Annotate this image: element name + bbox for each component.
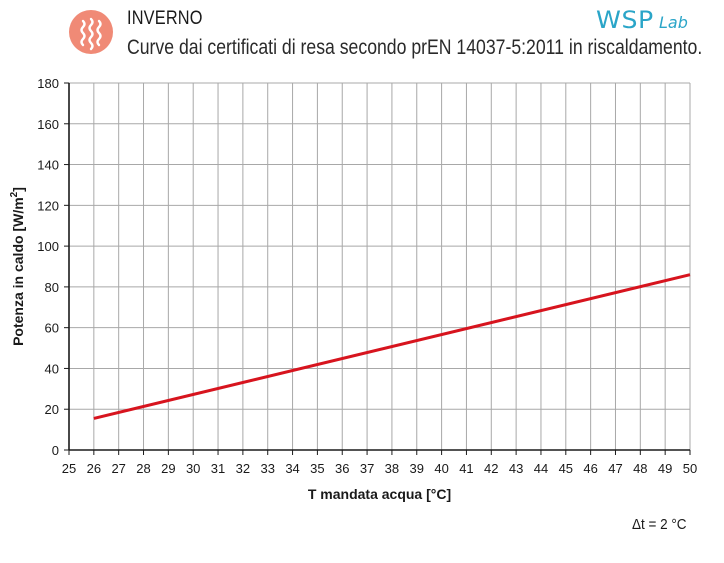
- x-tick-label: 50: [683, 461, 697, 476]
- y-tick-label: 140: [37, 158, 59, 173]
- x-tick-label: 40: [434, 461, 448, 476]
- brand-main: WSP: [596, 6, 654, 34]
- grid: [69, 82, 691, 450]
- x-tick-label: 44: [534, 461, 548, 476]
- x-tick-label: 36: [335, 461, 349, 476]
- y-tick-label: 40: [45, 361, 59, 376]
- x-tick-label: 38: [385, 461, 399, 476]
- x-tick-label: 25: [62, 461, 76, 476]
- x-tick-label: 33: [260, 461, 274, 476]
- x-tick-label: 48: [633, 461, 647, 476]
- x-tick-label: 39: [410, 461, 424, 476]
- y-tick-label: 160: [37, 117, 59, 132]
- x-tick-label: 45: [559, 461, 573, 476]
- series-line-0: [93, 273, 691, 420]
- x-tick-label: 42: [484, 461, 498, 476]
- x-tick-label: 28: [136, 461, 150, 476]
- x-tick-label: 41: [459, 461, 473, 476]
- x-tick-label: 30: [186, 461, 200, 476]
- x-tick-label: 47: [608, 461, 622, 476]
- x-tick-label: 49: [658, 461, 672, 476]
- x-tick-label: 26: [87, 461, 101, 476]
- season-title: INVERNO: [127, 8, 203, 29]
- season-badge: [69, 10, 113, 54]
- brand-logo: WSP Lab: [596, 6, 688, 34]
- x-tick-label: 37: [360, 461, 374, 476]
- y-tick-label: 100: [37, 239, 59, 254]
- brand-sub: Lab: [659, 13, 688, 32]
- y-axis-label: Potenza in caldo [W/m2]: [9, 187, 26, 346]
- x-tick-label: 43: [509, 461, 523, 476]
- x-tick-label: 34: [285, 461, 299, 476]
- y-tick-label: 120: [37, 198, 59, 213]
- x-tick-label: 27: [111, 461, 125, 476]
- x-tick-label: 46: [583, 461, 597, 476]
- x-tick-label: 35: [310, 461, 324, 476]
- y-tick-label: 180: [37, 76, 59, 91]
- x-tick-label: 32: [236, 461, 250, 476]
- chart-subtitle: Curve dai certificati di resa secondo pr…: [127, 36, 703, 59]
- series-group: [93, 273, 691, 420]
- y-tick-label: 0: [52, 443, 59, 458]
- heat-waves-icon: [80, 17, 102, 51]
- y-tick-label: 80: [45, 280, 59, 295]
- header: INVERNO Curve dai certificati di resa se…: [0, 0, 724, 70]
- y-tick-labels: 0 20 40 60 80 100 120 140 160 180: [37, 76, 59, 458]
- x-tick-label: 31: [211, 461, 225, 476]
- y-tick-label: 20: [45, 402, 59, 417]
- x-tick-labels: 25 26 27 28 29 30 31 32 33 34 35 36 37 38 39 40 41 42 43 44…: [62, 461, 697, 476]
- y-tick-label: 60: [45, 321, 59, 336]
- delta-t-note: Δt = 2 °C: [632, 516, 687, 533]
- x-tick-label: 29: [161, 461, 175, 476]
- x-axis-label: T mandata acqua [°C]: [308, 486, 451, 502]
- axes: [64, 82, 691, 455]
